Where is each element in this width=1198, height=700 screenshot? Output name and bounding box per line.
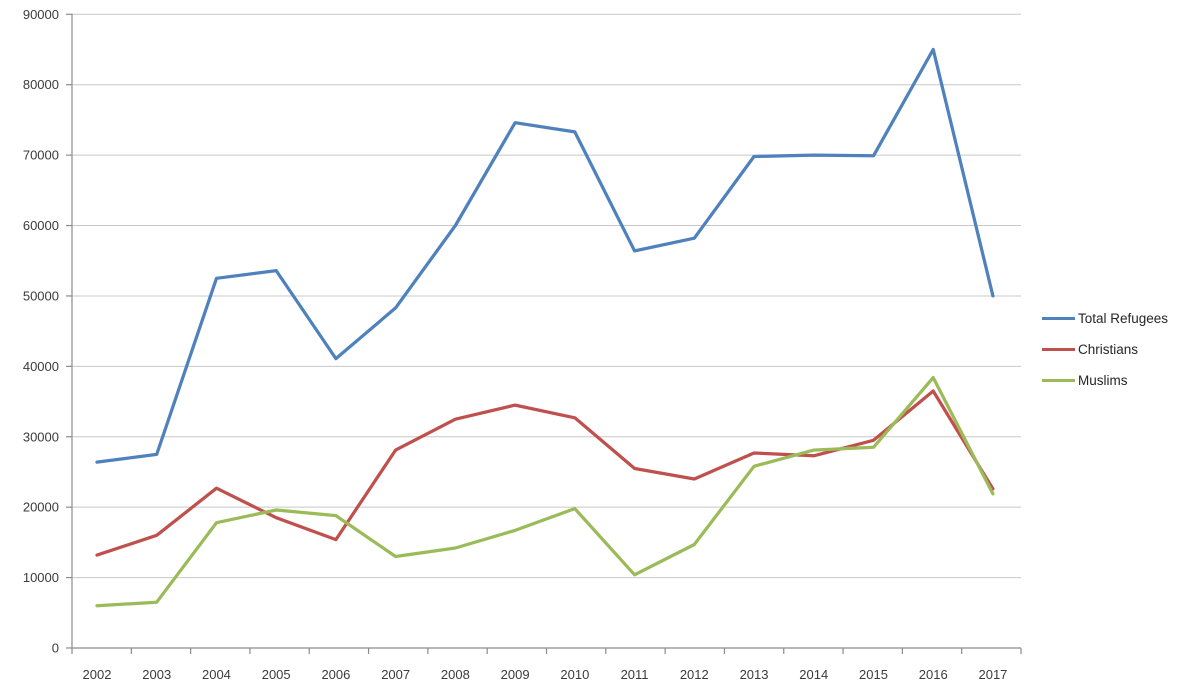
x-axis-label: 2012 [680,667,709,682]
x-axis-label: 2016 [919,667,948,682]
y-axis-label: 10000 [23,570,59,585]
x-axis-label: 2007 [381,667,410,682]
x-axis-label: 2002 [83,667,112,682]
x-axis-label: 2014 [799,667,828,682]
legend-item-muslims: Muslims [1042,371,1168,389]
legend-swatch-christians [1042,347,1075,351]
x-axis-label: 2004 [202,667,231,682]
x-axis-label: 2006 [321,667,350,682]
legend-label-muslims: Muslims [1078,372,1128,388]
legend-item-christians: Christians [1042,340,1168,358]
x-axis-label: 2005 [262,667,291,682]
y-axis-label: 40000 [23,359,59,374]
legend-swatch-total-refugees [1042,316,1075,320]
y-axis-label: 30000 [23,429,59,444]
y-axis-label: 80000 [23,77,59,92]
x-axis-label: 2015 [859,667,888,682]
chart-legend: Total Refugees Christians Muslims [1042,309,1168,389]
y-axis-label: 20000 [23,500,59,515]
y-axis-label: 0 [52,641,59,656]
y-axis-label: 90000 [23,7,59,22]
legend-label-total-refugees: Total Refugees [1078,310,1169,326]
x-axis-label: 2010 [560,667,589,682]
legend-swatch-muslims [1042,378,1075,382]
x-axis-label: 2008 [441,667,470,682]
series-line-muslims [95,375,995,608]
x-axis-label: 2009 [501,667,530,682]
x-axis-label: 2013 [740,667,769,682]
y-axis-label: 50000 [23,288,59,303]
y-axis-label: 60000 [23,218,59,233]
series-line-christians [95,389,995,557]
y-axis-label: 70000 [23,148,59,163]
x-axis-label: 2011 [621,667,649,682]
x-axis-label: 2003 [142,667,171,682]
legend-item-total-refugees: Total Refugees [1042,309,1168,327]
legend-label-christians: Christians [1078,341,1139,357]
series-line-total-refugees [95,47,995,464]
x-axis-label: 2017 [978,667,1007,682]
